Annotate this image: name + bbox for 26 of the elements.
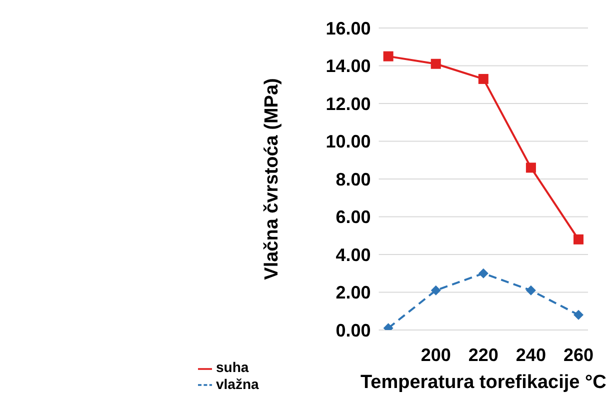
point — [526, 162, 536, 173]
legend-label: vlažna — [216, 376, 259, 392]
point — [430, 58, 441, 69]
y-tick-label: 6.00 — [336, 207, 371, 228]
x-tick-label: 200 — [420, 344, 451, 365]
y-tick-label: 8.00 — [336, 169, 371, 190]
y-tick-label: 12.00 — [326, 94, 371, 114]
y-tick-label: 4.00 — [336, 244, 371, 265]
point — [526, 285, 536, 296]
point — [573, 234, 584, 244]
y-tick-label: 0.00 — [336, 320, 371, 340]
x-tick-label: 240 — [516, 344, 546, 365]
y-tick-label: 16.00 — [326, 18, 371, 38]
point — [478, 74, 488, 84]
point — [383, 51, 394, 62]
x-axis-title: Temperatura torefikacije °C — [360, 372, 607, 393]
y-tick-label: 14.00 — [326, 56, 371, 76]
y-axis-title: Vlačna čvrstoća (MPa) — [262, 78, 283, 280]
point — [430, 285, 441, 296]
point — [573, 310, 584, 320]
x-tick-label: 260 — [563, 344, 594, 365]
point — [478, 268, 488, 278]
legend-label: suha — [216, 359, 249, 376]
y-tick-label: 2.00 — [336, 282, 371, 303]
x-tick-label: 220 — [468, 344, 498, 365]
y-tick-label: 10.00 — [326, 132, 371, 152]
